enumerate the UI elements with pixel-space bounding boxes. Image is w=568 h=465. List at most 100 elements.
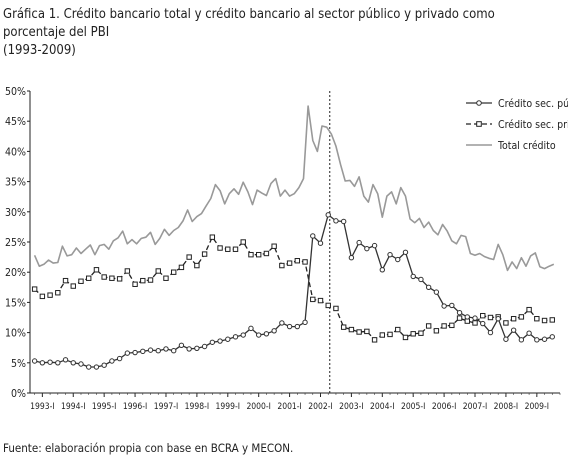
data-point-credito-sec-priv: [418, 330, 424, 336]
data-point-credito-sec-pub: [155, 348, 161, 354]
data-point-credito-sec-priv: [140, 277, 146, 284]
data-point-credito-sec-pub: [441, 303, 447, 309]
data-point-credito-sec-pub: [116, 355, 123, 362]
data-point-credito-sec-pub: [480, 320, 486, 327]
x-tick-label: 2003-I: [339, 402, 363, 412]
data-point-credito-sec-priv: [395, 326, 401, 333]
data-point-credito-sec-pub: [348, 255, 355, 261]
data-point-credito-sec-priv: [78, 278, 84, 284]
data-point-credito-sec-priv: [248, 251, 254, 258]
data-point-credito-sec-priv: [541, 317, 548, 324]
data-point-credito-sec-priv: [387, 331, 393, 338]
data-point-credito-sec-pub: [286, 323, 293, 330]
data-point-credito-sec-pub: [456, 309, 463, 316]
data-point-credito-sec-priv: [47, 292, 53, 298]
x-tick-label: 1995-I: [92, 402, 116, 412]
y-tick-label: 15%: [5, 297, 26, 309]
x-tick-label: 2009-I: [525, 402, 549, 412]
x-tick-label: 2006-I: [432, 402, 456, 412]
x-tick-label: 1994-I: [61, 402, 85, 412]
data-point-credito-sec-priv: [549, 317, 555, 323]
legend-label-credito-sec-priv: Crédito sec. priv.: [498, 119, 568, 131]
data-point-credito-sec-pub: [279, 320, 285, 326]
data-point-credito-sec-priv: [186, 254, 192, 260]
data-point-credito-sec-priv: [317, 297, 324, 304]
x-axis-ticks: 1993-I 1994-I 1995-I 1996-I 1997-I 1998-I 1999…: [30, 393, 561, 412]
data-point-credito-sec-pub: [55, 360, 61, 366]
data-point-credito-sec-priv: [480, 312, 486, 319]
data-point-credito-sec-pub: [217, 338, 223, 344]
data-point-credito-sec-priv: [178, 264, 185, 271]
data-point-credito-sec-pub: [209, 339, 216, 345]
data-point-credito-sec-pub: [371, 242, 378, 249]
data-point-credito-sec-pub: [464, 314, 470, 320]
legend-marker-credito-sec-priv: [476, 121, 482, 127]
data-point-credito-sec-pub: [418, 276, 424, 283]
y-tick-label: 5%: [11, 358, 26, 370]
data-point-credito-sec-pub: [487, 329, 494, 336]
data-point-credito-sec-priv: [356, 329, 362, 335]
y-axis-ticks: 0% 5% 10% 15% 20% 25% 30% 35% 40% 45% 50%: [5, 86, 30, 400]
data-point-credito-sec-priv: [456, 315, 463, 321]
data-point-credito-sec-priv: [340, 324, 347, 330]
data-point-credito-sec-pub: [317, 240, 324, 246]
x-tick-label: 2007-I: [463, 402, 487, 412]
data-point-credito-sec-priv: [410, 331, 416, 337]
data-point-credito-sec-pub: [395, 256, 401, 263]
data-point-credito-sec-pub: [387, 251, 393, 258]
data-point-credito-sec-priv: [441, 323, 447, 329]
data-point-credito-sec-priv: [255, 251, 262, 258]
data-point-credito-sec-pub: [302, 319, 308, 326]
data-point-credito-sec-priv: [132, 281, 138, 287]
data-point-credito-sec-priv: [449, 322, 455, 329]
data-point-credito-sec-priv: [333, 305, 339, 312]
chart-title-line2: (1993-2009): [3, 43, 76, 58]
data-point-credito-sec-priv: [55, 290, 61, 296]
legend-label-total-credito: Total crédito: [497, 140, 556, 152]
data-point-credito-sec-pub: [472, 315, 478, 321]
data-point-credito-sec-priv: [263, 250, 270, 257]
data-point-credito-sec-priv: [217, 245, 223, 251]
data-point-credito-sec-pub: [449, 302, 455, 309]
x-tick-label: 2008-I: [494, 402, 518, 412]
data-point-credito-sec-priv: [232, 246, 239, 252]
x-tick-label: 1997-I: [154, 402, 178, 412]
data-point-credito-sec-pub: [178, 342, 185, 348]
data-point-credito-sec-priv: [348, 326, 355, 333]
data-point-credito-sec-pub: [109, 358, 115, 364]
data-point-credito-sec-priv: [425, 323, 432, 329]
data-point-credito-sec-pub: [271, 328, 277, 334]
data-point-credito-sec-pub: [39, 360, 46, 366]
data-point-credito-sec-pub: [47, 359, 53, 365]
data-point-credito-sec-priv: [93, 267, 100, 273]
data-point-credito-sec-pub: [186, 346, 192, 352]
y-tick-label: 10%: [5, 328, 26, 340]
data-point-credito-sec-priv: [518, 314, 525, 320]
data-point-credito-sec-priv: [487, 314, 494, 321]
data-point-credito-sec-priv: [364, 328, 370, 335]
data-point-credito-sec-priv: [101, 274, 107, 280]
data-point-credito-sec-priv: [147, 277, 154, 283]
x-tick-label: 2000-I: [246, 402, 270, 412]
data-point-credito-sec-pub: [248, 325, 254, 332]
data-point-credito-sec-pub: [240, 332, 246, 338]
data-point-credito-sec-priv: [534, 316, 540, 322]
data-point-credito-sec-pub: [232, 334, 239, 340]
data-point-credito-sec-pub: [171, 348, 177, 354]
data-point-credito-sec-pub: [140, 348, 146, 355]
data-point-credito-sec-priv: [310, 296, 316, 303]
data-point-credito-sec-priv: [371, 337, 378, 343]
data-point-credito-sec-pub: [93, 364, 100, 370]
x-tick-label: 1993-I: [30, 402, 54, 412]
data-point-credito-sec-priv: [294, 258, 301, 264]
y-tick-label: 0%: [11, 388, 26, 400]
data-point-credito-sec-priv: [379, 332, 386, 338]
data-point-credito-sec-pub: [526, 330, 532, 336]
data-point-credito-sec-priv: [209, 234, 216, 240]
data-point-credito-sec-pub: [132, 349, 138, 356]
data-point-credito-sec-pub: [124, 350, 131, 356]
data-point-credito-sec-pub: [62, 357, 69, 363]
data-point-credito-sec-pub: [263, 331, 270, 337]
data-point-credito-sec-priv: [194, 262, 200, 269]
x-tick-label: 1996-I: [123, 402, 147, 412]
